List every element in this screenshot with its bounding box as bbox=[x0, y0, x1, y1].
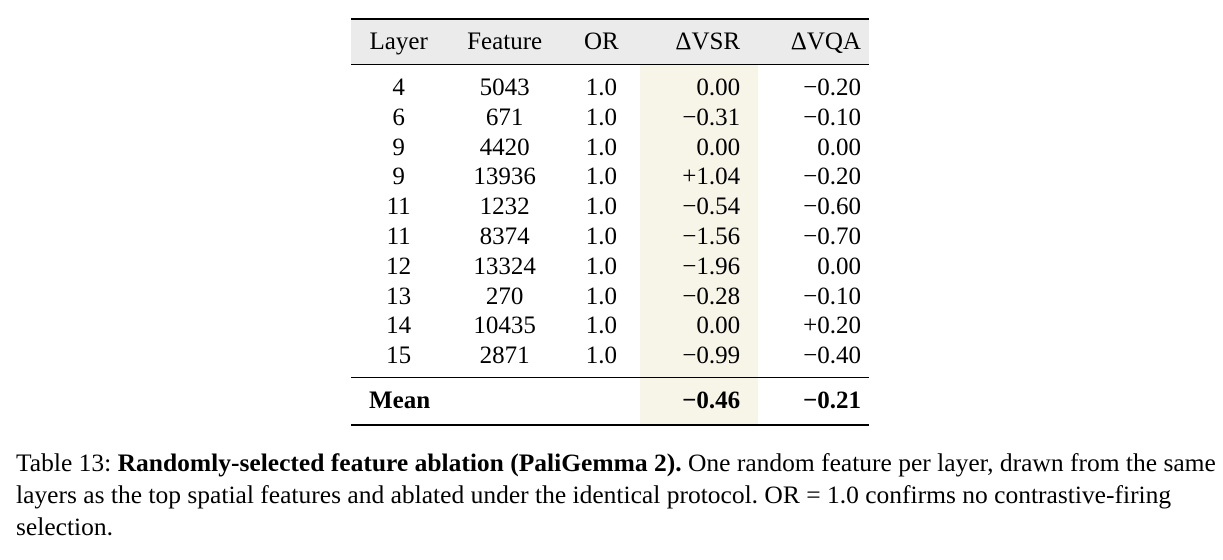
header-feature: Feature bbox=[446, 19, 563, 65]
cell-delta-vqa: −0.60 bbox=[803, 193, 861, 221]
cell-feature: 13324 bbox=[473, 252, 536, 280]
cell-delta-vsr: +1.04 bbox=[639, 162, 759, 193]
table-row: 9 4420 1.0 0.00 0.00 bbox=[351, 132, 869, 163]
cell-delta-vqa: 0.00 bbox=[817, 133, 861, 161]
table-caption: Table 13: Randomly-selected feature abla… bbox=[16, 447, 1216, 543]
mean-delta-vqa: −0.21 bbox=[758, 376, 869, 426]
caption-title: Randomly-selected feature ablation (Pali… bbox=[117, 448, 682, 477]
table-row: 11 1232 1.0 −0.54 −0.60 bbox=[351, 192, 869, 222]
cell-delta-vsr: −0.28 bbox=[639, 281, 759, 312]
table-row: 6 671 1.0 −0.31 −0.10 bbox=[351, 102, 869, 133]
feature-ablation-table: Layer Feature OR ΔVSR ΔVQA 4 5043 1.0 0.… bbox=[351, 18, 869, 426]
cell-or: 1.0 bbox=[585, 312, 617, 340]
cell-delta-vqa: −0.70 bbox=[803, 222, 861, 250]
cell-or: 1.0 bbox=[585, 103, 617, 131]
cell-or: 1.0 bbox=[585, 282, 617, 310]
cell-delta-vsr: 0.00 bbox=[639, 132, 759, 163]
cell-layer: 11 bbox=[386, 193, 411, 221]
mean-delta-vsr: −0.46 bbox=[639, 376, 759, 426]
cell-or: 1.0 bbox=[585, 193, 617, 221]
cell-feature: 270 bbox=[485, 282, 524, 310]
cell-layer: 6 bbox=[392, 103, 405, 131]
cell-layer: 13 bbox=[386, 282, 412, 310]
table-header: Layer Feature OR ΔVSR ΔVQA bbox=[351, 19, 869, 65]
caption-label: Table 13: bbox=[16, 448, 112, 477]
cell-delta-vqa: 0.00 bbox=[817, 252, 861, 280]
header-row: Layer Feature OR ΔVSR ΔVQA bbox=[351, 19, 869, 65]
cell-delta-vqa: −0.10 bbox=[803, 103, 861, 131]
cell-feature: 4420 bbox=[479, 133, 530, 161]
cell-delta-vsr: −1.56 bbox=[639, 221, 759, 252]
table-row: 12 13324 1.0 −1.96 0.00 bbox=[351, 251, 869, 282]
cell-feature: 1232 bbox=[479, 193, 530, 221]
cell-feature: 10435 bbox=[473, 312, 536, 340]
table-row: 14 10435 1.0 0.00 +0.20 bbox=[351, 311, 869, 342]
cell-layer: 12 bbox=[386, 252, 412, 280]
header-or: OR bbox=[563, 19, 640, 65]
cell-delta-vsr: −0.31 bbox=[639, 102, 759, 133]
header-layer: Layer bbox=[351, 19, 447, 65]
mean-label: Mean bbox=[351, 376, 640, 426]
cell-or: 1.0 bbox=[585, 133, 617, 161]
cell-delta-vsr: 0.00 bbox=[639, 311, 759, 342]
table-row: 13 270 1.0 −0.28 −0.10 bbox=[351, 281, 869, 312]
cell-feature: 671 bbox=[485, 103, 524, 131]
caption-body: One random feature per layer, drawn from… bbox=[16, 448, 1216, 541]
header-delta-vqa: ΔVQA bbox=[758, 19, 869, 65]
cell-or: 1.0 bbox=[585, 163, 617, 191]
mean-row: Mean −0.46 −0.21 bbox=[351, 376, 869, 426]
cell-layer: 11 bbox=[386, 222, 411, 250]
cell-delta-vqa: −0.20 bbox=[803, 163, 861, 191]
table-footer: Mean −0.46 −0.21 bbox=[351, 376, 869, 426]
header-delta-vsr: ΔVSR bbox=[639, 19, 759, 65]
cell-layer: 14 bbox=[386, 312, 412, 340]
results-table-container: Layer Feature OR ΔVSR ΔVQA 4 5043 1.0 0.… bbox=[351, 18, 869, 426]
cell-layer: 9 bbox=[392, 133, 405, 161]
cell-or: 1.0 bbox=[585, 74, 617, 101]
cell-delta-vsr: −0.54 bbox=[639, 192, 759, 222]
cell-delta-vqa: −0.10 bbox=[803, 282, 861, 310]
cell-delta-vqa: −0.20 bbox=[803, 74, 861, 101]
cell-layer: 4 bbox=[392, 74, 405, 101]
cell-delta-vsr: −1.96 bbox=[639, 251, 759, 282]
table-row: 15 2871 1.0 −0.99 −0.40 bbox=[351, 341, 869, 378]
table-row: 4 5043 1.0 0.00 −0.20 bbox=[351, 64, 869, 103]
cell-feature: 2871 bbox=[479, 342, 530, 370]
cell-delta-vsr: −0.99 bbox=[639, 341, 759, 378]
cell-delta-vqa: +0.20 bbox=[803, 312, 861, 340]
cell-delta-vsr: 0.00 bbox=[639, 64, 759, 103]
cell-layer: 15 bbox=[386, 342, 412, 370]
cell-feature: 8374 bbox=[479, 222, 530, 250]
table-row: 9 13936 1.0 +1.04 −0.20 bbox=[351, 162, 869, 193]
cell-or: 1.0 bbox=[585, 222, 617, 250]
cell-feature: 5043 bbox=[479, 74, 530, 101]
cell-or: 1.0 bbox=[585, 342, 617, 370]
cell-or: 1.0 bbox=[585, 252, 617, 280]
cell-delta-vqa: −0.40 bbox=[803, 342, 861, 370]
cell-feature: 13936 bbox=[473, 163, 536, 191]
table-row: 11 8374 1.0 −1.56 −0.70 bbox=[351, 221, 869, 252]
table-body: 4 5043 1.0 0.00 −0.20 6 671 1.0 −0.31 −0… bbox=[351, 64, 869, 378]
cell-layer: 9 bbox=[392, 163, 405, 191]
